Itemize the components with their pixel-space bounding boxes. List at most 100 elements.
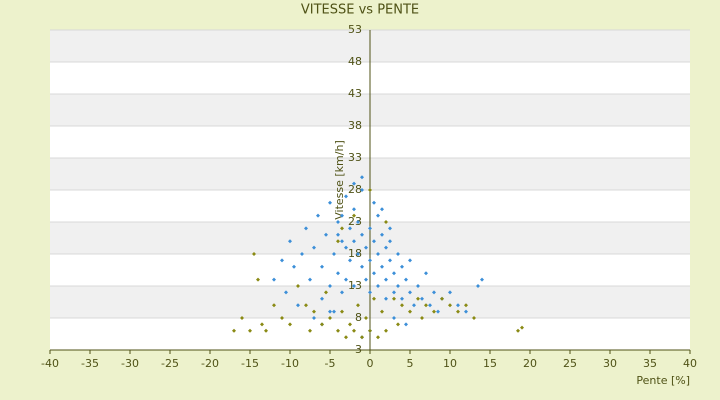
point bbox=[360, 232, 364, 237]
point bbox=[340, 213, 344, 218]
y-axis-label: Vitesse [km/h] bbox=[333, 140, 346, 220]
point bbox=[400, 303, 404, 308]
point bbox=[364, 245, 368, 250]
point bbox=[472, 316, 476, 320]
x-tick-label: -35 bbox=[81, 357, 99, 370]
point bbox=[304, 226, 308, 231]
point bbox=[384, 296, 388, 301]
x-tick-label: 10 bbox=[443, 357, 457, 370]
point bbox=[372, 200, 376, 205]
point bbox=[312, 309, 316, 314]
x-tick-label: 5 bbox=[407, 357, 414, 370]
point bbox=[456, 309, 460, 314]
point bbox=[328, 316, 332, 320]
point bbox=[344, 277, 348, 282]
point bbox=[412, 303, 416, 308]
y-tick-label: 33 bbox=[348, 151, 362, 164]
x-tick-label: 0 bbox=[367, 357, 374, 370]
point bbox=[328, 309, 332, 314]
point bbox=[324, 290, 328, 295]
point bbox=[416, 284, 420, 288]
point bbox=[392, 271, 396, 276]
point bbox=[400, 264, 404, 269]
point bbox=[336, 232, 340, 237]
point bbox=[328, 200, 332, 205]
point bbox=[332, 252, 336, 256]
point bbox=[248, 328, 252, 333]
point bbox=[420, 316, 424, 320]
point bbox=[376, 213, 380, 218]
point bbox=[384, 220, 388, 224]
x-tick-label: 35 bbox=[643, 357, 657, 370]
point bbox=[456, 303, 460, 308]
point bbox=[368, 188, 372, 192]
point bbox=[360, 175, 364, 180]
chart-title: VITESSE vs PENTE bbox=[301, 3, 419, 18]
point bbox=[348, 322, 352, 327]
point bbox=[352, 181, 356, 186]
point bbox=[356, 303, 360, 308]
point bbox=[396, 284, 400, 288]
point bbox=[404, 322, 408, 327]
point bbox=[420, 296, 424, 301]
point bbox=[292, 264, 296, 269]
point bbox=[428, 303, 432, 308]
point bbox=[304, 303, 308, 308]
point bbox=[344, 335, 348, 340]
point bbox=[352, 284, 356, 288]
point bbox=[288, 322, 292, 327]
point bbox=[320, 322, 324, 327]
point bbox=[332, 309, 336, 314]
point bbox=[364, 316, 368, 320]
point bbox=[348, 226, 352, 231]
x-tick-label: 25 bbox=[563, 357, 577, 370]
point bbox=[340, 290, 344, 295]
x-tick-label: -25 bbox=[161, 357, 179, 370]
point bbox=[368, 226, 372, 231]
point bbox=[408, 309, 412, 314]
x-tick-label: -30 bbox=[121, 357, 139, 370]
point bbox=[348, 258, 352, 263]
y-tick-label: 43 bbox=[348, 87, 362, 100]
point bbox=[356, 220, 360, 224]
point bbox=[340, 239, 344, 244]
point bbox=[324, 232, 328, 237]
point bbox=[232, 328, 236, 333]
point bbox=[424, 271, 428, 276]
point bbox=[320, 264, 324, 269]
point bbox=[360, 335, 364, 340]
point bbox=[372, 271, 376, 276]
point bbox=[368, 258, 372, 263]
point bbox=[376, 335, 380, 340]
point bbox=[256, 277, 260, 282]
x-tick-label: 20 bbox=[523, 357, 537, 370]
point bbox=[388, 239, 392, 244]
point bbox=[328, 284, 332, 288]
point bbox=[260, 322, 264, 327]
point bbox=[340, 226, 344, 231]
point bbox=[320, 296, 324, 301]
point bbox=[288, 239, 292, 244]
point bbox=[464, 309, 468, 314]
y-tick-label: 53 bbox=[348, 23, 362, 36]
point bbox=[380, 232, 384, 237]
point bbox=[396, 252, 400, 256]
point bbox=[352, 213, 356, 218]
point bbox=[312, 316, 316, 320]
point bbox=[380, 264, 384, 269]
point bbox=[280, 258, 284, 263]
point bbox=[308, 277, 312, 282]
point bbox=[264, 328, 268, 333]
y-tick-label: 28 bbox=[348, 183, 362, 196]
point bbox=[336, 239, 340, 244]
y-tick-label: 18 bbox=[348, 247, 362, 260]
point bbox=[336, 271, 340, 276]
point bbox=[416, 296, 420, 301]
point bbox=[336, 328, 340, 333]
point bbox=[316, 213, 320, 218]
point bbox=[336, 220, 340, 224]
point bbox=[440, 296, 444, 301]
point bbox=[476, 284, 480, 288]
point bbox=[408, 258, 412, 263]
